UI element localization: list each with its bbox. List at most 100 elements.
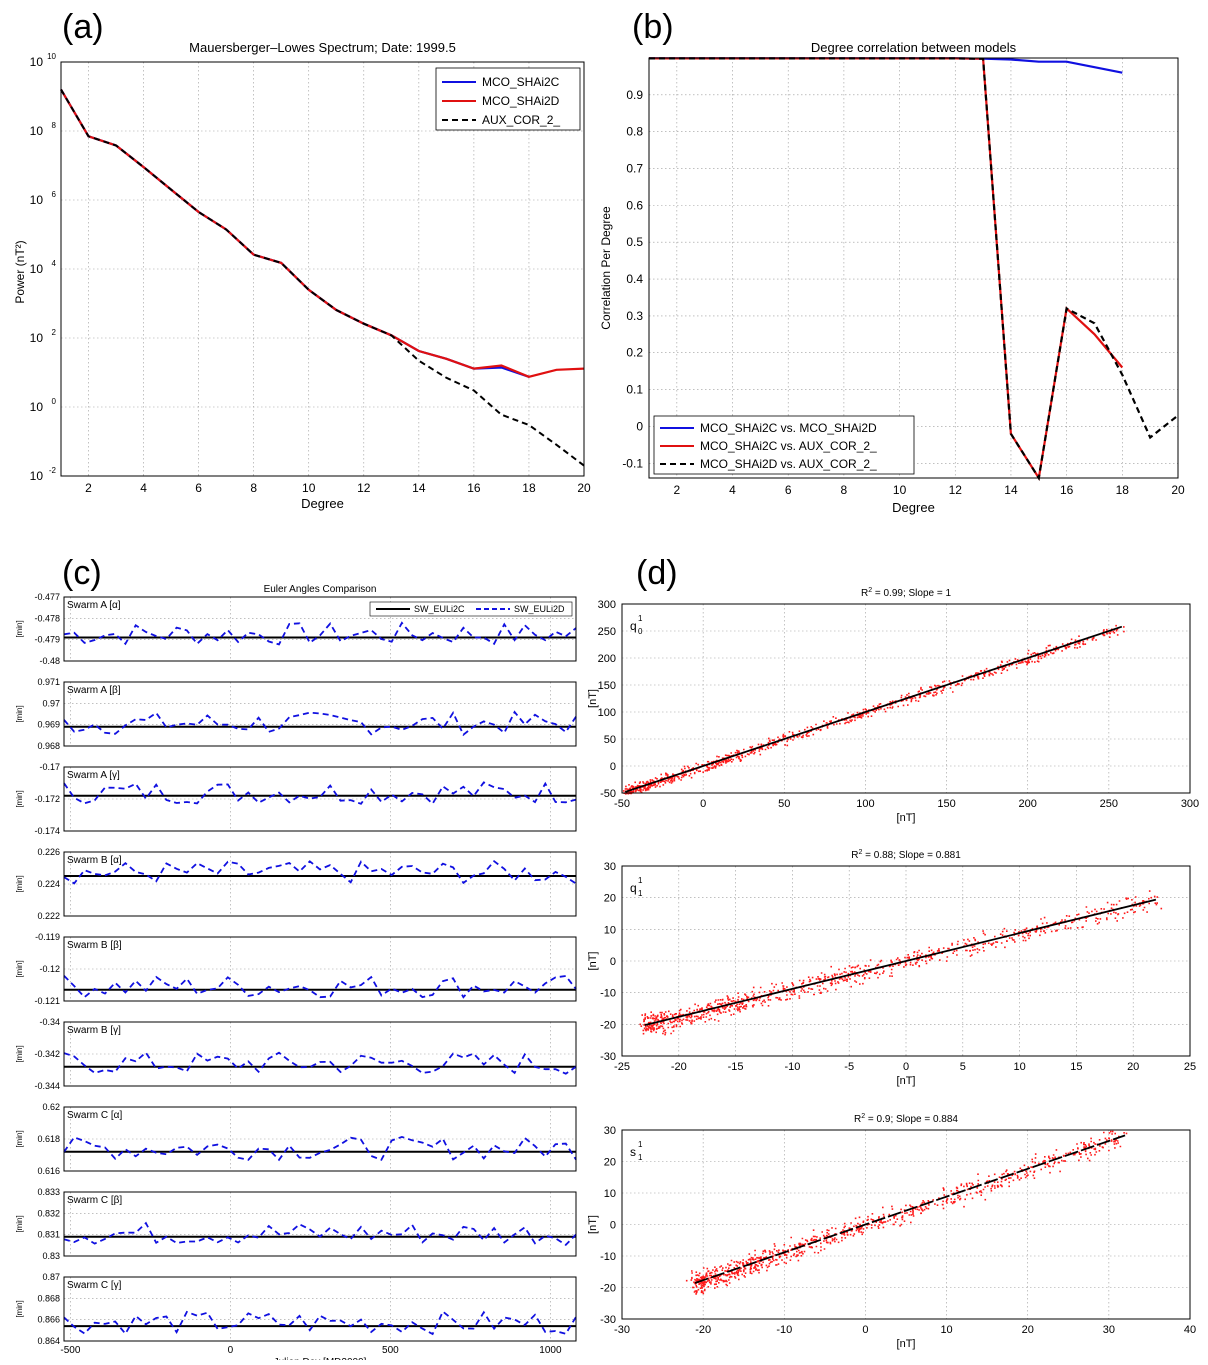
x-tick-label: 10: [1013, 1061, 1025, 1073]
euler-subplot: -0.477 -0.478 -0.479 -0.48 [min] Swarm A [α]: [15, 592, 577, 666]
y-tick-label: -10: [600, 1251, 616, 1263]
y-tick-label: 0.8: [626, 125, 643, 139]
y-tick-label: -0.172: [34, 794, 60, 804]
y-tick-label: -0.119: [35, 932, 60, 942]
y-tick-exponent: 2: [52, 328, 57, 337]
series-line-2: [649, 57, 1179, 482]
x-tick-label: 200: [1019, 798, 1037, 810]
subplot-label: Swarm C [β]: [67, 1195, 122, 1206]
x-tick-label: -500: [60, 1345, 80, 1356]
subplot-frame: [63, 596, 577, 662]
y-axis-label: [min]: [15, 960, 24, 977]
subplot-title: R2 = 0.9; Slope = 0.884: [854, 1113, 958, 1125]
legend-entry: MCO_SHAi2D: [482, 94, 560, 108]
y-tick-label: -0.344: [34, 1081, 60, 1091]
series-line-mco_shai2c: [60, 88, 530, 378]
title-sup: 2: [861, 1113, 865, 1120]
y-tick-label: -0.121: [34, 996, 60, 1006]
x-tick-label: 100: [856, 798, 874, 810]
series-line-aux_cor_2_: [60, 88, 585, 467]
x-tick-label: 20: [1171, 483, 1185, 497]
legend-entry: SW_EULi2C: [414, 604, 465, 614]
x-tick-label: 6: [195, 481, 202, 495]
legend-entry: MCO_SHAi2C: [482, 75, 560, 89]
x-tick-label: -15: [728, 1061, 744, 1073]
legend-entry: SW_EULi2D: [514, 604, 565, 614]
y-axis-label: [nT]: [587, 1215, 599, 1234]
y-tick-label: 0.2: [626, 346, 643, 360]
y-tick-label: 0.868: [37, 1293, 60, 1303]
subplot-frame: [621, 1129, 1191, 1320]
y-tick-label: 0.618: [37, 1134, 60, 1144]
series-line-0: [649, 57, 1123, 74]
y-tick-exponent: -2: [49, 466, 57, 475]
y-tick-label: -0.479: [34, 635, 60, 645]
legend-entry: MCO_SHAi2C vs. AUX_COR_2_: [700, 439, 877, 453]
subplot-frame: [63, 1276, 577, 1342]
subplot-label: Swarm A [γ]: [67, 770, 120, 781]
y-tick-exponent: 6: [52, 190, 57, 199]
x-tick-label: 14: [412, 481, 426, 495]
panel-a-letter: (a): [62, 8, 104, 46]
x-tick-label: 0: [903, 1061, 909, 1073]
series-line-sw-euli2d: [63, 781, 577, 806]
chart-title: Degree correlation between models: [811, 40, 1017, 55]
subplot-frame: [621, 603, 1191, 794]
y-tick-label: 0.7: [626, 162, 643, 176]
y-tick-exponent: 4: [52, 259, 57, 268]
plot-frame: [648, 57, 1179, 479]
y-tick-label: 0.3: [626, 309, 643, 323]
panel-c-chart: -0.477 -0.478 -0.479 -0.48 [min] Swarm A [α] 0…: [15, 584, 577, 1365]
y-tick-label: 0.864: [37, 1336, 60, 1346]
x-tick-label: 16: [467, 481, 481, 495]
y-tick-label: 0.226: [37, 847, 60, 857]
x-tick-label: 2: [85, 481, 92, 495]
y-tick-label: 0.833: [37, 1187, 60, 1197]
x-tick-label: 500: [382, 1345, 399, 1356]
x-tick-label: 0: [700, 798, 706, 810]
euler-subplot: -0.17 -0.172 -0.174 [min] Swarm A [γ]: [15, 762, 577, 836]
coefficient-sub: 1: [638, 1153, 643, 1162]
title-r: R: [861, 588, 868, 599]
y-tick-exponent: 10: [47, 52, 56, 61]
x-tick-label: 0: [228, 1345, 234, 1356]
y-axis-label: [nT]: [587, 952, 599, 971]
y-tick-label: 20: [604, 893, 616, 905]
y-axis-label: [min]: [15, 875, 24, 892]
y-tick-label: 0: [610, 761, 616, 773]
x-axis-label: [nT]: [897, 1338, 916, 1350]
x-tick-label: 40: [1184, 1324, 1196, 1336]
title-rest: = 0.9; Slope = 0.884: [865, 1114, 958, 1125]
y-tick-label: 0.1: [626, 383, 643, 397]
title-sup: 2: [868, 587, 872, 594]
x-tick-label: 20: [1127, 1061, 1139, 1073]
y-tick-label: 150: [598, 680, 616, 692]
coefficient-label: s: [630, 1145, 636, 1159]
x-tick-label: -10: [784, 1061, 800, 1073]
legend-entry: MCO_SHAi2C vs. MCO_SHAi2D: [700, 421, 877, 435]
series-line-sw-euli2d: [63, 1135, 577, 1162]
x-tick-label: 250: [1100, 798, 1118, 810]
series-line-1: [649, 57, 1124, 482]
y-axis-label: Correlation Per Degree: [599, 206, 613, 330]
y-tick-label: 0.5: [626, 235, 643, 249]
y-tick-label: -0.34: [39, 1017, 60, 1027]
x-tick-label: 16: [1060, 483, 1074, 497]
x-tick-label: 8: [841, 483, 848, 497]
y-tick-label: 0.224: [37, 879, 60, 889]
x-tick-label: 15: [1070, 1061, 1082, 1073]
y-axis-label: [min]: [15, 790, 24, 807]
euler-subplot: 0.62 0.618 0.616 [min] Swarm C [α]: [15, 1102, 577, 1176]
scatter-points: [685, 1130, 1128, 1295]
y-axis-label: [min]: [15, 1300, 24, 1317]
panel-b-letter: (b): [632, 8, 674, 46]
y-axis-label: [min]: [15, 620, 24, 637]
x-tick-label: 4: [140, 481, 147, 495]
x-tick-label: 5: [960, 1061, 966, 1073]
y-tick-label: 10: [30, 400, 44, 414]
subplot-frame: [63, 936, 577, 1002]
x-tick-label: 12: [949, 483, 963, 497]
legend: MCO_SHAi2C vs. MCO_SHAi2D MCO_SHAi2C vs. …: [653, 415, 915, 475]
y-tick-label: 0.222: [37, 911, 60, 921]
y-tick-label: 30: [604, 1125, 616, 1137]
